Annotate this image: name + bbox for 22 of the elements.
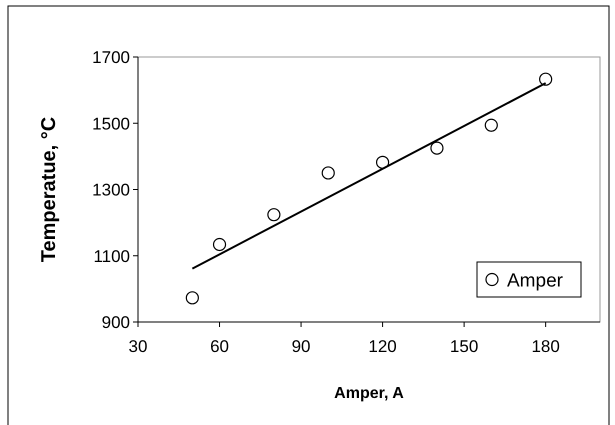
x-tick-label: 180 bbox=[531, 337, 560, 356]
legend-label: Amper bbox=[507, 270, 564, 292]
x-axis-title: Amper, A bbox=[334, 385, 404, 402]
point bbox=[322, 166, 335, 180]
y-tick-label: 1500 bbox=[92, 114, 130, 134]
point bbox=[430, 141, 444, 155]
point bbox=[484, 118, 498, 132]
point bbox=[376, 156, 390, 169]
x-tick-label: 60 bbox=[210, 337, 229, 356]
y-tick-label: 900 bbox=[102, 313, 130, 332]
point bbox=[186, 291, 199, 304]
x-tick-label: 150 bbox=[450, 337, 478, 356]
x-tick-label: 90 bbox=[292, 337, 311, 356]
x-tick-label: 30 bbox=[128, 337, 148, 356]
point bbox=[539, 72, 552, 86]
x-tick-label: 120 bbox=[368, 337, 397, 356]
y-tick-label: 1700 bbox=[92, 48, 130, 67]
y-tick-label: 1300 bbox=[92, 180, 130, 200]
point bbox=[212, 238, 226, 252]
point bbox=[267, 208, 280, 222]
y-tick-label: 1100 bbox=[93, 246, 130, 266]
y-axis-title: Temperatue, °C bbox=[38, 116, 60, 262]
